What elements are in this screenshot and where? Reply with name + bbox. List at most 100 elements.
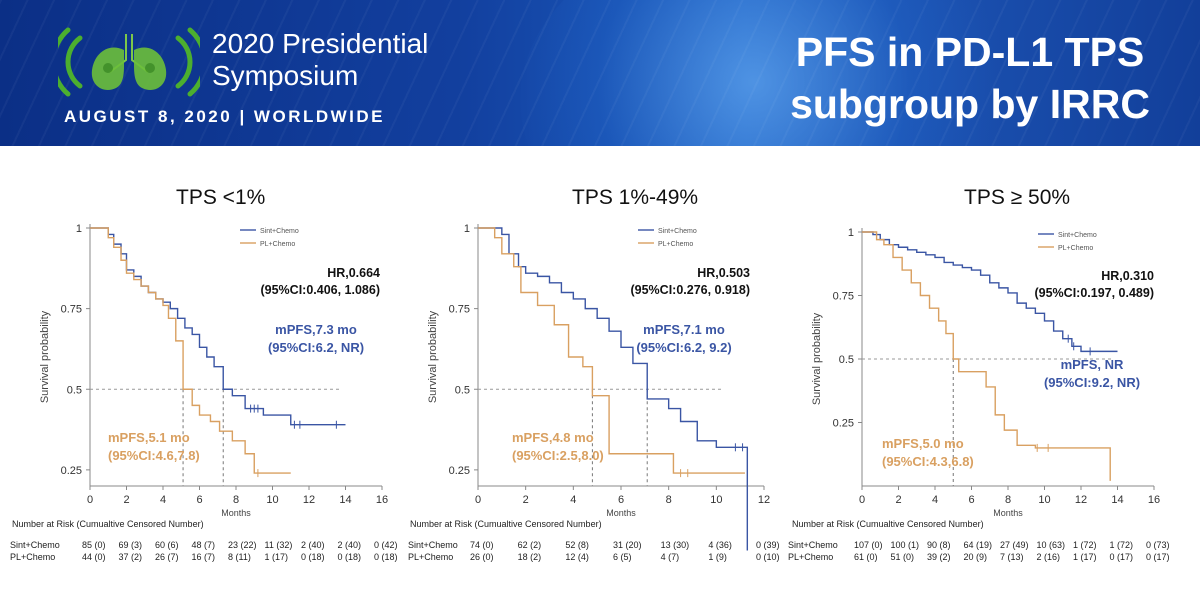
hazard-ratio-ci-label: (95%CI:0.276, 0.918) (630, 283, 750, 297)
risk-row-pl-cell: 7 (13) (1000, 552, 1024, 562)
x-tick-label: 4 (160, 494, 166, 506)
x-tick-label: 12 (1075, 494, 1087, 506)
symposium-date: AUGUST 8, 2020 | WORLDWIDE (64, 107, 386, 126)
pl-median-ci-label: (95%CI:2.5,8.0) (512, 448, 604, 463)
risk-row-pl-cell: 16 (7) (191, 552, 216, 562)
y-tick-label: 0.75 (833, 291, 854, 303)
y-tick-label: 0.5 (67, 384, 82, 396)
risk-row-pl-cell: 51 (0) (890, 552, 915, 562)
sint-chemo-curve (862, 231, 1118, 353)
risk-row-sint-cell: 27 (49) (1000, 540, 1029, 550)
risk-row-sint-cell: 69 (3) (118, 540, 143, 550)
pl-median-label: mPFS,5.0 mo (882, 436, 964, 451)
y-tick-label: 1 (848, 227, 854, 239)
risk-row-pl-cell: 20 (9) (963, 552, 988, 562)
x-tick-label: 12 (758, 494, 770, 506)
slide-title-line2: subgroup by IRRC (790, 81, 1150, 127)
risk-row-sint-cell: 52 (8) (565, 540, 589, 550)
risk-row-sint-cell: 85 (0) (82, 540, 106, 550)
risk-row-pl-cell: 1 (17) (1073, 552, 1097, 562)
sint-median-label: mPFS,7.1 mo (643, 322, 725, 337)
risk-row-sint-cell: 100 (1) (890, 540, 920, 550)
slide-title: PFS in PD-L1 TPS subgroup by IRRC (760, 26, 1180, 130)
symposium-title: 2020 Presidential Symposium (212, 28, 428, 92)
x-axis-label: Months (993, 508, 1023, 518)
risk-row-sint-cell: 0 (42) (374, 540, 398, 550)
x-tick-label: 8 (233, 494, 239, 506)
y-axis-label: Survival probability (427, 310, 439, 403)
pl-chemo-curve (478, 227, 745, 474)
x-tick-label: 2 (123, 494, 129, 506)
x-tick-label: 2 (895, 494, 901, 506)
hazard-ratio-label: HR,0.310 (1101, 269, 1154, 283)
x-tick-label: 4 (570, 494, 576, 506)
risk-table-title: Number at Risk (Cumualtive Censored Numb… (12, 519, 204, 529)
risk-row-sint-cell: 64 (19) (963, 540, 993, 550)
risk-row-pl-cell: 0 (10) (756, 552, 780, 562)
risk-row-pl-cell: 26 (7) (155, 552, 179, 562)
risk-row-pl-cell: 1 (17) (264, 552, 289, 562)
pl-chemo-curve (90, 227, 291, 474)
pl-median-label: mPFS,5.1 mo (108, 430, 190, 445)
header-banner: 2020 Presidential Symposium AUGUST 8, 20… (0, 0, 1200, 146)
sint-median-ci-label: (95%CI:9.2, NR) (1044, 375, 1140, 390)
legend-label-sint: Sint+Chemo (260, 228, 299, 235)
x-tick-label: 2 (523, 494, 529, 506)
km-chart-tps-ge50: TPS ≥ 50% 0.25 0.5 0.75 1 0 2 4 6 8 10 12 14 16 Month… (788, 176, 1192, 596)
risk-row-sint-cell: 0 (39) (756, 540, 780, 550)
chart-title: TPS <1% (176, 186, 266, 209)
risk-row-sint-cell: 1 (72) (1073, 540, 1097, 550)
y-axis-label: Survival probability (39, 310, 51, 403)
x-tick-label: 4 (932, 494, 938, 506)
risk-row-sint-cell: 10 (63) (1036, 540, 1066, 550)
x-tick-label: 6 (968, 494, 974, 506)
x-tick-label: 16 (376, 494, 388, 506)
risk-row-sint-label: Sint+Chemo (408, 540, 458, 550)
pl-median-label: mPFS,4.8 mo (512, 430, 594, 445)
risk-row-pl-cell: 0 (17) (1109, 552, 1134, 562)
legend-label-pl: PL+Chemo (1058, 245, 1093, 252)
risk-table-title: Number at Risk (Cumualtive Censored Numb… (410, 519, 602, 529)
sint-median-label: mPFS,7.3 mo (275, 322, 357, 337)
legend-label-sint: Sint+Chemo (1058, 232, 1097, 239)
symposium-title-line2: Symposium (212, 60, 359, 91)
risk-row-sint-cell: 1 (72) (1109, 540, 1134, 550)
x-tick-label: 0 (87, 494, 93, 506)
x-tick-label: 14 (339, 494, 351, 506)
risk-row-pl-cell: 18 (2) (517, 552, 542, 562)
risk-row-sint-cell: 13 (30) (660, 540, 690, 550)
y-tick-label: 0.75 (449, 304, 470, 316)
hazard-ratio-ci-label: (95%CI:0.197, 0.489) (1034, 286, 1154, 300)
y-tick-label: 0.25 (449, 465, 470, 477)
risk-row-pl-cell: 39 (2) (927, 552, 951, 562)
risk-row-sint-cell: 2 (40) (301, 540, 325, 550)
risk-row-pl-cell: 0 (18) (337, 552, 362, 562)
risk-row-pl-cell: 44 (0) (82, 552, 106, 562)
risk-table-title: Number at Risk (Cumualtive Censored Numb… (792, 519, 984, 529)
x-tick-label: 8 (1005, 494, 1011, 506)
risk-row-sint-cell: 2 (40) (337, 540, 362, 550)
chart-title: TPS ≥ 50% (964, 186, 1071, 209)
sint-median-ci-label: (95%CI:6.2, NR) (268, 340, 364, 355)
y-tick-label: 0.25 (61, 465, 82, 477)
risk-row-pl-cell: 61 (0) (854, 552, 878, 562)
risk-row-pl-cell: 0 (18) (374, 552, 398, 562)
risk-row-sint-cell: 23 (22) (228, 540, 257, 550)
x-tick-label: 8 (666, 494, 672, 506)
hazard-ratio-ci-label: (95%CI:0.406, 1.086) (260, 283, 380, 297)
sint-median-ci-label: (95%CI:6.2, 9.2) (636, 340, 731, 355)
y-tick-label: 0.5 (839, 354, 854, 366)
sint-median-label: mPFS, NR (1061, 357, 1124, 372)
x-tick-label: 0 (859, 494, 865, 506)
pl-median-ci-label: (95%CI:4.6,7.8) (108, 448, 200, 463)
risk-row-pl-cell: 2 (16) (1036, 552, 1061, 562)
risk-row-sint-cell: 11 (32) (264, 540, 293, 550)
y-tick-label: 0.75 (61, 304, 82, 316)
risk-row-pl-cell: 4 (7) (660, 552, 680, 562)
pl-chemo-curve (862, 231, 1111, 481)
x-tick-label: 14 (1111, 494, 1123, 506)
risk-row-pl-cell: 8 (11) (228, 552, 251, 562)
risk-row-sint-label: Sint+Chemo (788, 540, 838, 550)
pl-median-ci-label: (95%CI:4.3,6.8) (882, 454, 974, 469)
